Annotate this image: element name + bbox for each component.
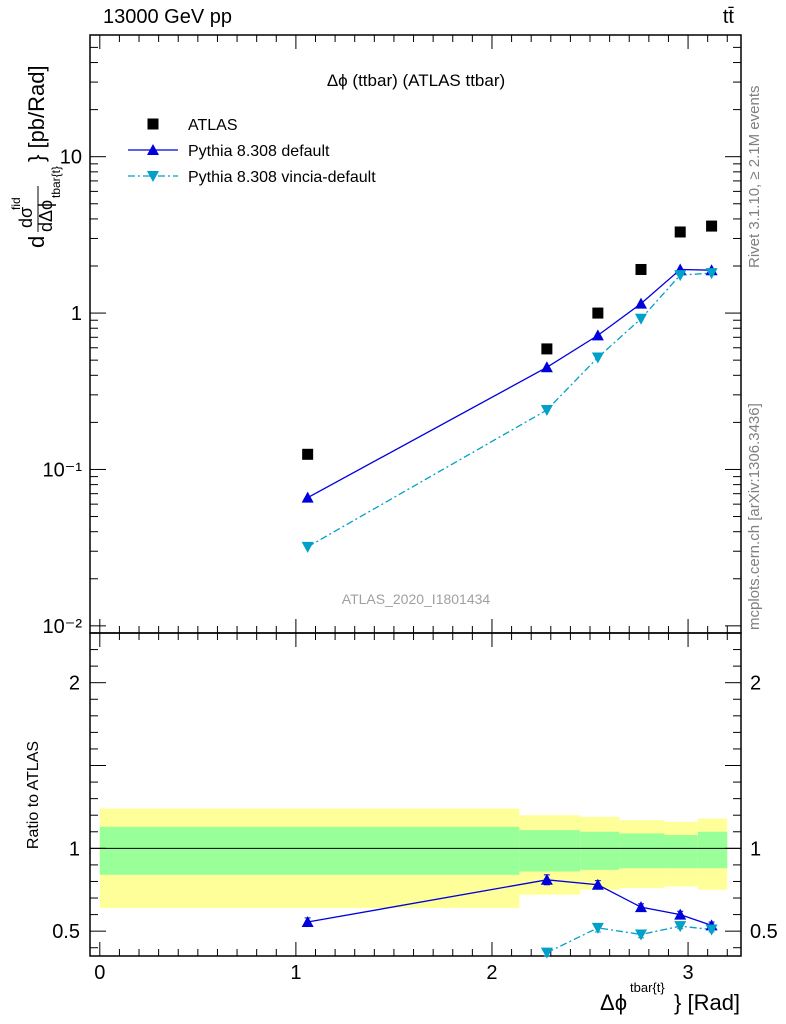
- y-axis-label-part: fid: [9, 197, 23, 210]
- ratio-y-tick-label-right: 1: [750, 838, 761, 860]
- ratio-y-axis-label-group: Ratio to ATLAS: [25, 741, 42, 849]
- ratio-vincia-point: [705, 924, 718, 936]
- plot-title: Δϕ (ttbar) (ATLAS ttbar): [327, 71, 505, 90]
- legend-marker: [147, 118, 159, 130]
- atlas-data-point: [592, 307, 604, 319]
- ratio-plot-frame: [89, 632, 742, 957]
- legend-label: ATLAS: [188, 117, 238, 134]
- ratio-uncertainty-band-inner: [697, 831, 728, 869]
- vincia-data-point: [705, 268, 718, 280]
- legend-marker: [147, 171, 159, 182]
- ratio-vincia-point: [591, 922, 604, 934]
- ratio-default-point: [301, 916, 314, 928]
- x-axis-label-superscript: tbar{t}: [630, 980, 665, 995]
- x-tick-label: 1: [290, 962, 301, 984]
- ratio-y-tick-label-right: 0.5: [750, 921, 778, 943]
- y-tick-label: 10⁻²: [43, 616, 83, 638]
- ratio-uncertainty-band-inner: [99, 826, 520, 875]
- y-axis-label-part: } [pb/Rad]: [24, 65, 49, 162]
- y-tick-label: 10: [60, 147, 82, 169]
- vincia-data-point: [591, 352, 604, 364]
- ratio-vincia-point: [634, 929, 647, 941]
- vincia-data-point: [674, 270, 687, 282]
- ratio-default-point: [591, 878, 604, 890]
- atlas-data-point: [706, 220, 718, 232]
- atlas-data-point: [635, 263, 647, 275]
- atlas-data-point: [541, 343, 553, 355]
- vincia-data-point: [540, 405, 553, 417]
- default-data-point: [634, 297, 647, 309]
- analysis-watermark: ATLAS_2020_I1801434: [342, 591, 491, 607]
- default-series-line: [307, 268, 712, 499]
- ratio-uncertainty-band-inner: [619, 833, 665, 869]
- y-axis-label-part: tbar{t}: [49, 166, 63, 198]
- vincia-data-point: [301, 541, 314, 553]
- x-tick-label: 0: [94, 962, 105, 984]
- default-data-point: [591, 329, 604, 341]
- ratio-vincia-point: [540, 947, 553, 959]
- y-axis-label-part: d: [24, 236, 49, 248]
- y-tick-label: 10⁻¹: [43, 459, 83, 481]
- ratio-uncertainty-band-inner: [519, 830, 581, 872]
- legend-label: Pythia 8.308 vincia-default: [188, 169, 376, 186]
- header-left-label: 13000 GeV pp: [103, 6, 232, 28]
- default-data-point: [301, 491, 314, 503]
- legend-marker: [147, 144, 159, 155]
- x-axis-label-unit: } [Rad]: [674, 990, 740, 1015]
- y-axis-label-part: dσ: [16, 207, 36, 228]
- ratio-uncertainty-band-inner: [580, 831, 620, 870]
- legend-label: Pythia 8.308 default: [188, 143, 330, 160]
- x-tick-label: 3: [682, 962, 693, 984]
- ratio-y-tick-label: 0.5: [52, 921, 80, 943]
- ratio-default-point: [674, 908, 687, 920]
- ratio-default-point: [540, 873, 553, 885]
- ratio-vincia-point: [674, 921, 687, 933]
- y-axis-label-part: dΔϕ: [36, 200, 56, 232]
- ratio-uncertainty-band-inner: [664, 835, 698, 869]
- default-data-point: [540, 361, 553, 373]
- y-tick-label: 1: [71, 303, 82, 325]
- ratio-y-tick-label: 1: [69, 838, 80, 860]
- vincia-series-line: [307, 272, 712, 548]
- ratio-default-line: [307, 879, 712, 926]
- ratio-vincia-line: [546, 925, 712, 954]
- ratio-y-tick-label: 2: [69, 673, 80, 695]
- x-tick-label: 2: [486, 962, 497, 984]
- vincia-data-point: [634, 313, 647, 325]
- ratio-default-point: [634, 901, 647, 913]
- header-right-label: tt̄: [722, 6, 734, 28]
- ratio-y-tick-label-right: 2: [750, 673, 761, 695]
- atlas-data-point: [302, 448, 314, 460]
- atlas-data-point: [674, 226, 686, 238]
- x-axis-label-main: Δϕ: [600, 990, 627, 1015]
- ratio-y-axis-label: Ratio to ATLAS: [25, 741, 42, 849]
